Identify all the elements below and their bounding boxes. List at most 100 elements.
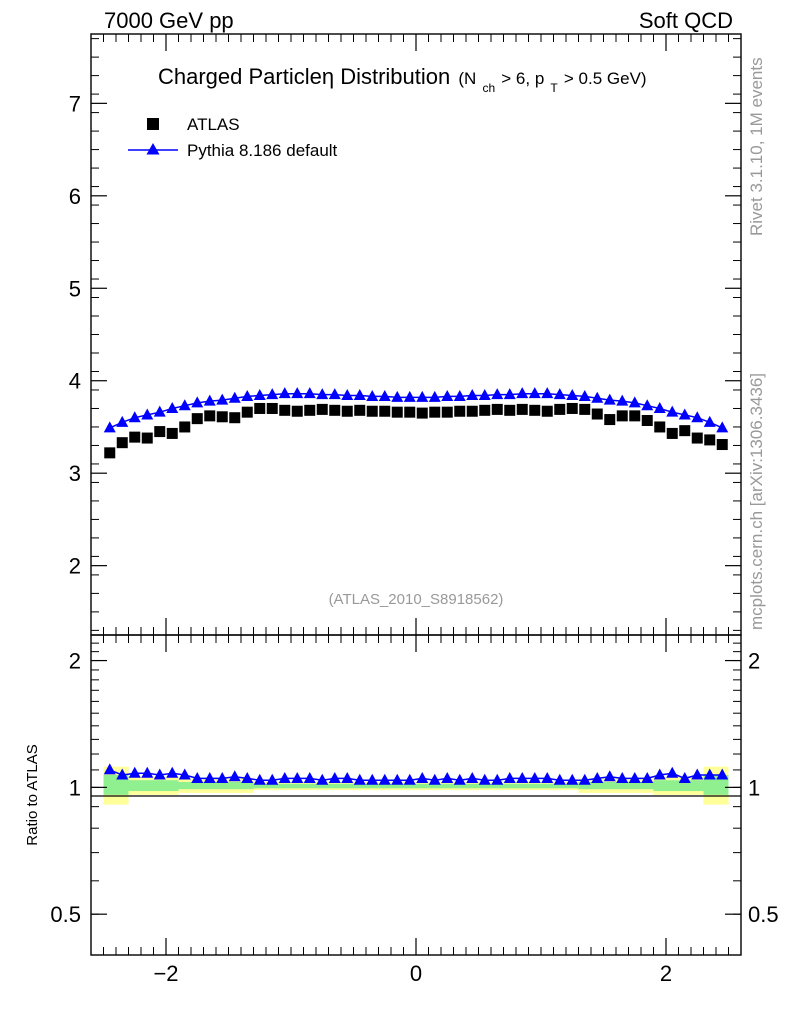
atlas-data-point bbox=[616, 410, 628, 422]
atlas-data-point bbox=[716, 439, 728, 451]
main-plot-panel: 2 3 4 5 6 7 Charged Particleη Distribution (N… bbox=[69, 33, 742, 636]
pythia-ratio-point bbox=[416, 771, 429, 783]
pythia-ratio-point bbox=[666, 766, 679, 778]
ratio-plot-panel: 0.5 0.5 1 1 2 2 −2 0 2 Ratio to ATLAS bbox=[24, 634, 779, 986]
x-tick-label: 2 bbox=[660, 961, 672, 986]
atlas-data-point bbox=[554, 403, 566, 415]
atlas-data-point bbox=[329, 404, 341, 416]
pythia-data-point bbox=[341, 389, 354, 401]
atlas-data-point bbox=[629, 410, 641, 422]
atlas-data-point bbox=[516, 403, 528, 415]
atlas-data-point bbox=[266, 402, 278, 414]
pythia-data-point bbox=[103, 421, 116, 433]
pythia-data-point bbox=[316, 388, 329, 400]
atlas-data-point bbox=[191, 413, 203, 425]
atlas-data-point bbox=[429, 406, 441, 418]
pythia-data-point bbox=[716, 421, 729, 433]
analysis-id-label: (ATLAS_2010_S8918562) bbox=[329, 591, 504, 608]
atlas-data-point bbox=[354, 404, 366, 416]
pythia-ratio-point bbox=[328, 771, 341, 783]
pythia-ratio-point bbox=[703, 768, 716, 780]
atlas-data-point bbox=[104, 447, 116, 459]
atlas-data-point bbox=[129, 431, 141, 443]
pythia-ratio-point bbox=[353, 773, 366, 785]
pythia-ratio-point bbox=[403, 773, 416, 785]
pythia-data-point bbox=[141, 408, 154, 420]
pythia-ratio-point bbox=[641, 771, 654, 783]
pythia-ratio-point bbox=[103, 763, 116, 775]
ratio-y-tick-labels: 0.5 0.5 1 1 2 2 bbox=[50, 649, 778, 928]
ratio-band-inner bbox=[103, 774, 129, 795]
atlas-data-point bbox=[241, 406, 253, 418]
pythia-ratio-point bbox=[566, 773, 579, 785]
pythia-ratio-point bbox=[578, 773, 591, 785]
pythia-ratio-point bbox=[116, 768, 129, 780]
pythia-ratio-point bbox=[716, 768, 729, 780]
ratio-band-inner bbox=[653, 780, 704, 792]
pythia-ratio-point bbox=[166, 766, 179, 778]
ratio-y-axis-label: Ratio to ATLAS bbox=[24, 744, 41, 845]
pythia-data-point bbox=[378, 389, 391, 401]
atlas-data-point bbox=[679, 425, 691, 437]
pythia-data-point bbox=[266, 388, 279, 400]
atlas-data-point bbox=[229, 412, 241, 424]
atlas-data-point bbox=[341, 405, 353, 417]
mcplots-reference-label: mcplots.cern.ch [arXiv:1306.3436] bbox=[747, 373, 766, 630]
plot-title: Charged Particleη Distribution (N ch > 6… bbox=[158, 64, 647, 97]
pythia-data-point bbox=[653, 401, 666, 413]
pythia-ratio-point bbox=[291, 771, 304, 783]
pythia-data-point bbox=[691, 411, 704, 423]
pythia-ratio-point bbox=[266, 773, 279, 785]
pythia-data-point bbox=[403, 390, 416, 402]
pythia-data-point bbox=[678, 408, 691, 420]
pythia-data-point bbox=[666, 405, 679, 417]
title-cut-pt-subscript: T bbox=[550, 81, 558, 95]
ratio-y-tick-label-right: 1 bbox=[748, 775, 760, 800]
pythia-data-point bbox=[191, 396, 204, 408]
pythia-data-point bbox=[466, 389, 479, 401]
main-y-tick-label: 7 bbox=[69, 91, 81, 116]
x-tick-label: 0 bbox=[410, 961, 422, 986]
title-cut-nch-prefix: (N bbox=[458, 69, 476, 88]
pythia-ratio-point bbox=[691, 768, 704, 780]
pythia-data-point bbox=[241, 389, 254, 401]
atlas-data-point bbox=[304, 404, 316, 416]
pythia-ratio-point bbox=[128, 766, 141, 778]
pythia-ratio-point bbox=[378, 773, 391, 785]
ratio-plot-marks bbox=[103, 763, 729, 785]
atlas-data-point bbox=[254, 402, 266, 414]
pythia-data-point bbox=[303, 387, 316, 399]
atlas-data-point bbox=[454, 405, 466, 417]
pythia-ratio-point bbox=[366, 773, 379, 785]
pythia-ratio-point bbox=[203, 771, 216, 783]
pythia-data-point bbox=[541, 387, 554, 399]
pythia-ratio-point bbox=[453, 773, 466, 785]
pythia-data-point bbox=[578, 389, 591, 401]
legend-pythia-label: Pythia 8.186 default bbox=[187, 141, 338, 160]
pythia-ratio-point bbox=[178, 768, 191, 780]
plot-title-text: Charged Particleη Distribution bbox=[158, 64, 450, 89]
rivet-version-label: Rivet 3.1.10, 1M events bbox=[747, 57, 766, 236]
atlas-data-point bbox=[641, 414, 653, 426]
atlas-data-point bbox=[366, 405, 378, 417]
legend: ATLAS Pythia 8.186 default bbox=[128, 115, 338, 160]
pythia-ratio-point bbox=[616, 771, 629, 783]
main-plot-marks bbox=[103, 387, 729, 459]
main-y-tick-label: 6 bbox=[69, 184, 81, 209]
pythia-data-point bbox=[203, 394, 216, 406]
pythia-data-point bbox=[353, 389, 366, 401]
title-cut-nch-subscript: ch bbox=[482, 81, 495, 95]
atlas-data-point bbox=[666, 427, 678, 439]
pythia-ratio-point bbox=[391, 773, 404, 785]
pythia-data-point bbox=[178, 399, 191, 411]
atlas-data-point bbox=[504, 404, 516, 416]
pythia-data-point bbox=[566, 389, 579, 401]
atlas-data-point bbox=[291, 405, 303, 417]
legend-pythia-marker bbox=[146, 143, 160, 155]
ratio-band-inner bbox=[178, 781, 254, 790]
pythia-ratio-point bbox=[553, 773, 566, 785]
process-label: Soft QCD bbox=[639, 8, 733, 33]
atlas-data-point bbox=[704, 434, 716, 446]
pythia-data-point bbox=[478, 389, 491, 401]
pythia-data-point bbox=[291, 387, 304, 399]
